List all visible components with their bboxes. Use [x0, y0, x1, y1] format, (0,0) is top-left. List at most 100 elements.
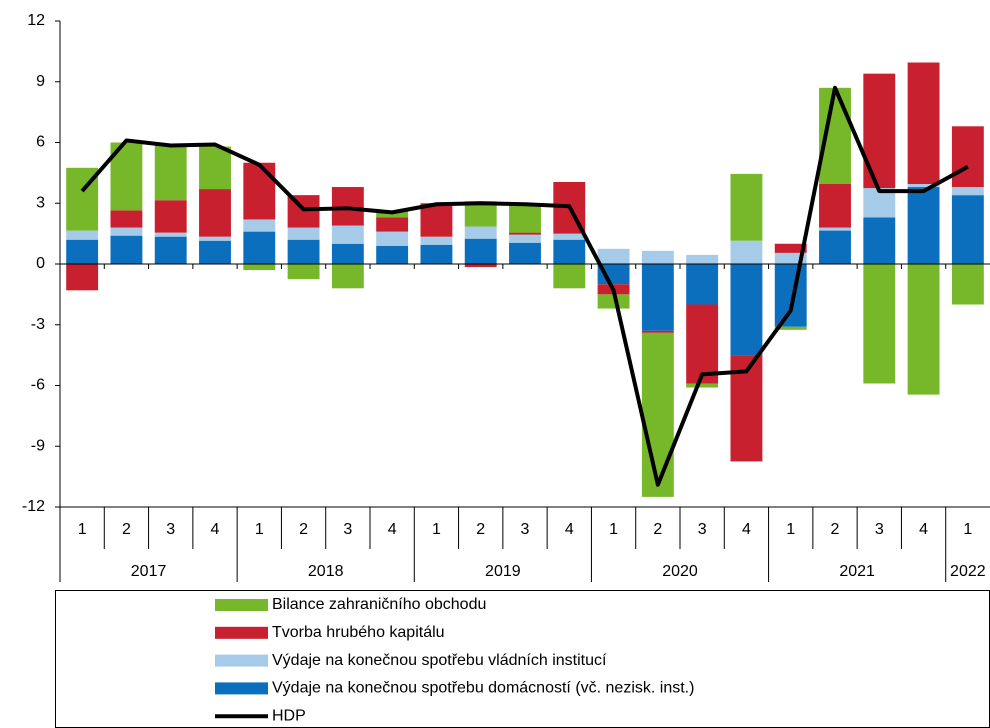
bar	[154, 236, 187, 264]
bar	[951, 187, 984, 196]
x-tick-label: 1	[78, 521, 87, 538]
bar	[774, 243, 807, 253]
legend-swatch	[215, 682, 268, 695]
bar	[509, 234, 541, 243]
x-tick-label: 1	[963, 521, 972, 538]
y-tick-label: -12	[22, 498, 45, 515]
x-tick-label: 3	[521, 521, 530, 538]
bar	[287, 227, 320, 240]
group-label: 2021	[839, 563, 875, 580]
bar	[376, 217, 409, 232]
bar	[774, 326, 807, 330]
bar	[597, 294, 630, 309]
bar	[819, 184, 851, 228]
bar	[774, 264, 807, 327]
x-tick-label: 2	[831, 521, 840, 538]
x-tick-label: 1	[609, 521, 618, 538]
bar	[907, 184, 940, 188]
y-tick-label: 6	[36, 134, 45, 151]
bar	[686, 264, 719, 305]
bar	[110, 227, 143, 236]
legend-label: Výdaje na konečnou spotřebu vládních ins…	[272, 652, 607, 669]
group-label: 2017	[131, 563, 167, 580]
y-tick-label: 12	[27, 12, 45, 29]
y-tick-label: 0	[36, 255, 45, 272]
x-tick-label: 3	[875, 521, 884, 538]
bar	[199, 240, 231, 264]
y-tick-label: -9	[31, 437, 45, 454]
bar	[66, 239, 99, 264]
bar	[686, 304, 719, 384]
bar	[464, 264, 497, 268]
legend-swatch	[215, 626, 268, 639]
bar	[287, 239, 320, 264]
bar	[553, 264, 586, 289]
bar	[686, 383, 719, 388]
x-tick-label: 1	[432, 521, 441, 538]
bar	[243, 231, 276, 264]
bar	[951, 195, 984, 264]
bar	[199, 189, 231, 237]
bar	[686, 254, 719, 264]
x-tick-label: 3	[698, 521, 707, 538]
bar	[509, 203, 541, 233]
x-tick-label: 2	[299, 521, 308, 538]
x-tick-label: 2	[653, 521, 662, 538]
x-tick-label: 4	[742, 521, 751, 538]
legend-label: Výdaje na konečnou spotřebu domácností (…	[272, 680, 694, 697]
bar	[154, 232, 187, 237]
x-tick-label: 4	[388, 521, 397, 538]
bar	[154, 145, 187, 201]
bar	[243, 264, 276, 271]
bar	[331, 243, 364, 264]
y-tick-label: 3	[36, 194, 45, 211]
bar	[464, 238, 497, 264]
x-tick-label: 3	[343, 521, 352, 538]
bar	[199, 146, 231, 190]
legend-label: HDP	[272, 707, 306, 724]
group-label: 2022	[950, 563, 986, 580]
group-label: 2020	[662, 563, 698, 580]
bar	[641, 250, 674, 264]
x-tick-label: 3	[166, 521, 175, 538]
bar	[730, 264, 763, 356]
bar	[863, 264, 896, 384]
bar	[66, 230, 99, 240]
bar	[907, 187, 940, 264]
x-tick-label: 2	[122, 521, 131, 538]
bar	[509, 232, 541, 235]
bar	[730, 173, 763, 241]
bar	[66, 264, 99, 291]
bar	[641, 264, 674, 331]
bar	[907, 62, 940, 185]
bar	[863, 73, 896, 189]
bar	[597, 248, 630, 264]
bar	[199, 236, 231, 241]
bar	[509, 242, 541, 264]
bar	[331, 225, 364, 244]
bar	[464, 226, 497, 239]
bar	[331, 187, 364, 226]
bar	[819, 230, 851, 264]
line	[80, 85, 969, 487]
bar	[863, 217, 896, 264]
y-tick-label: -3	[31, 316, 45, 333]
bar	[907, 264, 940, 395]
x-tick-label: 4	[565, 521, 574, 538]
bar	[110, 235, 143, 264]
group-label: 2019	[485, 563, 521, 580]
bar	[287, 264, 320, 280]
legend-label: Tvorba hrubého kapitálu	[272, 624, 445, 641]
bar	[154, 200, 187, 233]
bar	[951, 264, 984, 305]
legend-swatch	[215, 599, 268, 611]
bar	[951, 126, 984, 188]
x-tick-label: 1	[786, 521, 795, 538]
bar	[243, 162, 276, 220]
group-label: 2018	[308, 563, 344, 580]
bar	[420, 203, 453, 237]
bar	[774, 252, 807, 264]
y-tick-label: 9	[36, 73, 45, 90]
bar	[331, 264, 364, 289]
